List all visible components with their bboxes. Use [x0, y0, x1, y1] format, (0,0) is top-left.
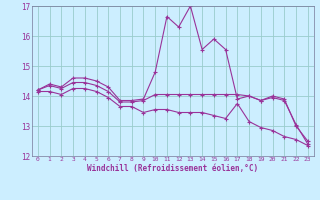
X-axis label: Windchill (Refroidissement éolien,°C): Windchill (Refroidissement éolien,°C): [87, 164, 258, 173]
